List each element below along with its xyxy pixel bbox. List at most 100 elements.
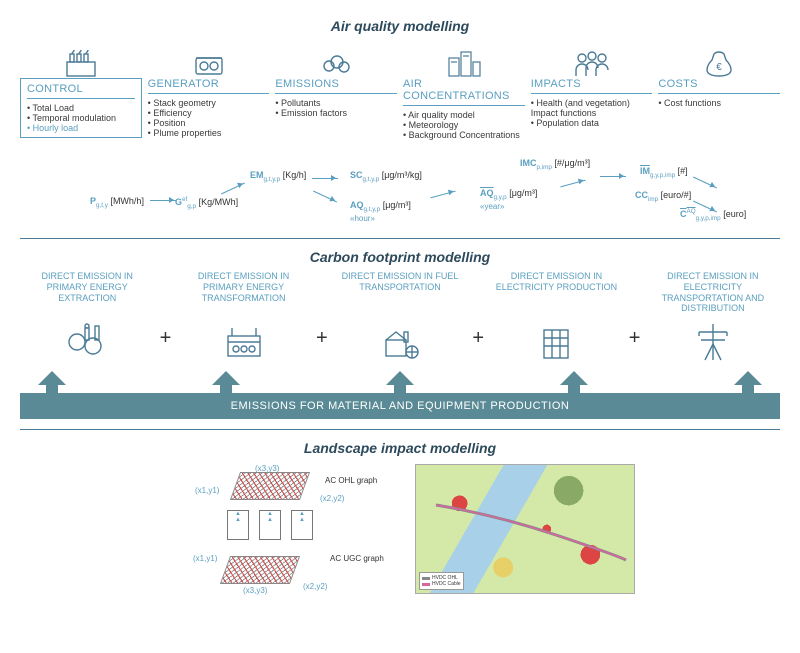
flow-symbol: CCimp [euro/#] bbox=[635, 190, 691, 203]
tower-icon: ▲▲ bbox=[227, 510, 249, 540]
control-icon bbox=[20, 42, 142, 78]
aq-list: Health (and vegetation) Impact functions… bbox=[531, 98, 653, 128]
flow-symbol: IMCp,imp [#/μg/m³] bbox=[520, 158, 590, 171]
aq-list: Air quality modelMeteorologyBackground C… bbox=[403, 110, 525, 140]
cf-stage: DIRECT EMISSION IN ELECTRICITY TRANSPORT… bbox=[646, 271, 780, 365]
aq-list-item: Emission factors bbox=[275, 108, 397, 118]
aq-list-item: Position bbox=[148, 118, 270, 128]
emissions-icon bbox=[275, 42, 397, 78]
plus-icon: + bbox=[471, 327, 485, 350]
landscape-map: HVDC OHL HVDC Cable bbox=[415, 464, 635, 594]
coord: (x2,y2) bbox=[303, 582, 327, 591]
up-arrow bbox=[212, 371, 240, 385]
cf-stage-title: DIRECT EMISSION IN PRIMARY ENERGY EXTRAC… bbox=[20, 271, 154, 315]
flow-arrow bbox=[312, 178, 338, 179]
separator bbox=[20, 429, 780, 430]
flow-symbol: Gefg,p [Kg/MWh] bbox=[175, 196, 238, 210]
plus-icon: + bbox=[158, 327, 172, 350]
tower-icon: ▲▲ bbox=[259, 510, 281, 540]
flow-diagram: Pg,t,y [MWh/h]Gefg,p [Kg/MWh]EMg,t,y,p [… bbox=[20, 148, 780, 228]
mesh-bottom bbox=[220, 556, 300, 584]
plus-icon: + bbox=[628, 327, 642, 350]
cf-stage: DIRECT EMISSION IN PRIMARY ENERGY TRANSF… bbox=[176, 271, 310, 365]
aq-list-item: Plume properties bbox=[148, 128, 270, 138]
aq-list: Cost functions bbox=[658, 98, 780, 108]
coord: (x1,y1) bbox=[193, 554, 217, 563]
coord: (x1,y1) bbox=[195, 486, 219, 495]
flow-symbol: AQg,t,y,p [μg/m³]«hour» bbox=[350, 200, 411, 223]
costs-icon: € bbox=[658, 42, 780, 78]
control-box: CONTROL Total LoadTemporal modulationHour… bbox=[20, 78, 142, 138]
aq-head: GENERATOR bbox=[148, 78, 270, 94]
cf-stage-title: DIRECT EMISSION IN ELECTRICITY TRANSPORT… bbox=[646, 271, 780, 315]
up-arrow bbox=[38, 371, 66, 385]
flow-arrow bbox=[430, 191, 455, 199]
cf-stage-title: DIRECT EMISSION IN FUEL TRANSPORTATION bbox=[333, 271, 467, 315]
aq-list-item: Temporal modulation bbox=[27, 113, 135, 123]
flow-arrow bbox=[221, 183, 245, 195]
aq-list-item: Stack geometry bbox=[148, 98, 270, 108]
up-arrow bbox=[386, 371, 414, 385]
up-arrow bbox=[734, 371, 762, 385]
cf-stage-title: DIRECT EMISSION IN PRIMARY ENERGY TRANSF… bbox=[176, 271, 310, 315]
cf-stage: DIRECT EMISSION IN PRIMARY ENERGY EXTRAC… bbox=[20, 271, 154, 365]
cf-stage: DIRECT EMISSION IN ELECTRICITY PRODUCTIO… bbox=[489, 271, 623, 365]
coord: (x3,y3) bbox=[243, 586, 267, 595]
aq-list-item: Cost functions bbox=[658, 98, 780, 108]
cf-stage-icon bbox=[333, 319, 467, 365]
aq-list-item: Background Concentrations bbox=[403, 130, 525, 140]
cf-stage: DIRECT EMISSION IN FUEL TRANSPORTATION bbox=[333, 271, 467, 365]
aq-list-item: Air quality model bbox=[403, 110, 525, 120]
flow-arrow bbox=[313, 191, 337, 203]
svg-text:€: € bbox=[716, 62, 722, 73]
legend-item: HVDC Cable bbox=[422, 581, 461, 587]
aq-grid: CONTROL Total LoadTemporal modulationHour… bbox=[20, 42, 780, 140]
aq-list: Total LoadTemporal modulation bbox=[27, 103, 135, 123]
coord: (x2,y2) bbox=[320, 494, 344, 503]
aq-head: CONTROL bbox=[27, 83, 135, 99]
emissions-bar: EMISSIONS FOR MATERIAL AND EQUIPMENT PRO… bbox=[20, 393, 780, 419]
flow-arrow bbox=[560, 180, 585, 188]
up-arrow bbox=[560, 371, 588, 385]
aq-list: Stack geometryEfficiencyPositionPlume pr… bbox=[148, 98, 270, 138]
flow-symbol: SCg,t,y,p [μg/m³/kg] bbox=[350, 170, 422, 183]
aq-list-item: Efficiency bbox=[148, 108, 270, 118]
cf-stage-icon bbox=[489, 319, 623, 365]
cf-stage-title: DIRECT EMISSION IN ELECTRICITY PRODUCTIO… bbox=[489, 271, 623, 315]
aq-list: PollutantsEmission factors bbox=[275, 98, 397, 118]
mesh-top bbox=[230, 472, 310, 500]
graph-label: AC UGC graph bbox=[330, 554, 384, 563]
aq-head: COSTS bbox=[658, 78, 780, 94]
aq-head: AIR CONCENTRATIONS bbox=[403, 78, 525, 106]
cf-row: DIRECT EMISSION IN PRIMARY ENERGY EXTRAC… bbox=[20, 271, 780, 365]
aq-head: IMPACTS bbox=[531, 78, 653, 94]
flow-arrow bbox=[600, 176, 626, 177]
flow-symbol: AQg,y,p [μg/m³]«year» bbox=[480, 188, 537, 211]
separator bbox=[20, 238, 780, 239]
landscape-graph: ▲▲ ▲▲ ▲▲ (x1,y1) (x3,y3) (x2,y2) (x1,y1)… bbox=[165, 464, 395, 594]
aq-list-item: Population data bbox=[531, 118, 653, 128]
cf-stage-icon bbox=[20, 319, 154, 365]
generator-icon bbox=[148, 42, 270, 78]
aq-list-item: Total Load bbox=[27, 103, 135, 113]
plus-icon: + bbox=[315, 327, 329, 350]
flow-symbol: Pg,t,y [MWh/h] bbox=[90, 196, 144, 209]
aq-title: Air quality modelling bbox=[20, 18, 780, 34]
aq-list-item: Meteorology bbox=[403, 120, 525, 130]
flow-arrow bbox=[150, 200, 176, 201]
airconc-icon bbox=[403, 42, 525, 78]
tower-icon: ▲▲ bbox=[291, 510, 313, 540]
cf-title: Carbon footprint modelling bbox=[20, 249, 780, 265]
flow-arrow bbox=[693, 177, 717, 189]
aq-list-item: Health (and vegetation) Impact functions bbox=[531, 98, 653, 118]
li-title: Landscape impact modelling bbox=[20, 440, 780, 456]
map-legend: HVDC OHL HVDC Cable bbox=[419, 572, 464, 590]
impacts-icon bbox=[531, 42, 653, 78]
cf-stage-icon bbox=[176, 319, 310, 365]
aq-head: EMISSIONS bbox=[275, 78, 397, 94]
hourly-load: Hourly load bbox=[27, 123, 135, 133]
coord: (x3,y3) bbox=[255, 464, 279, 473]
flow-symbol: IMg,y,p,imp [#] bbox=[640, 166, 688, 179]
up-arrows bbox=[38, 371, 762, 385]
landscape-row: ▲▲ ▲▲ ▲▲ (x1,y1) (x3,y3) (x2,y2) (x1,y1)… bbox=[20, 464, 780, 594]
